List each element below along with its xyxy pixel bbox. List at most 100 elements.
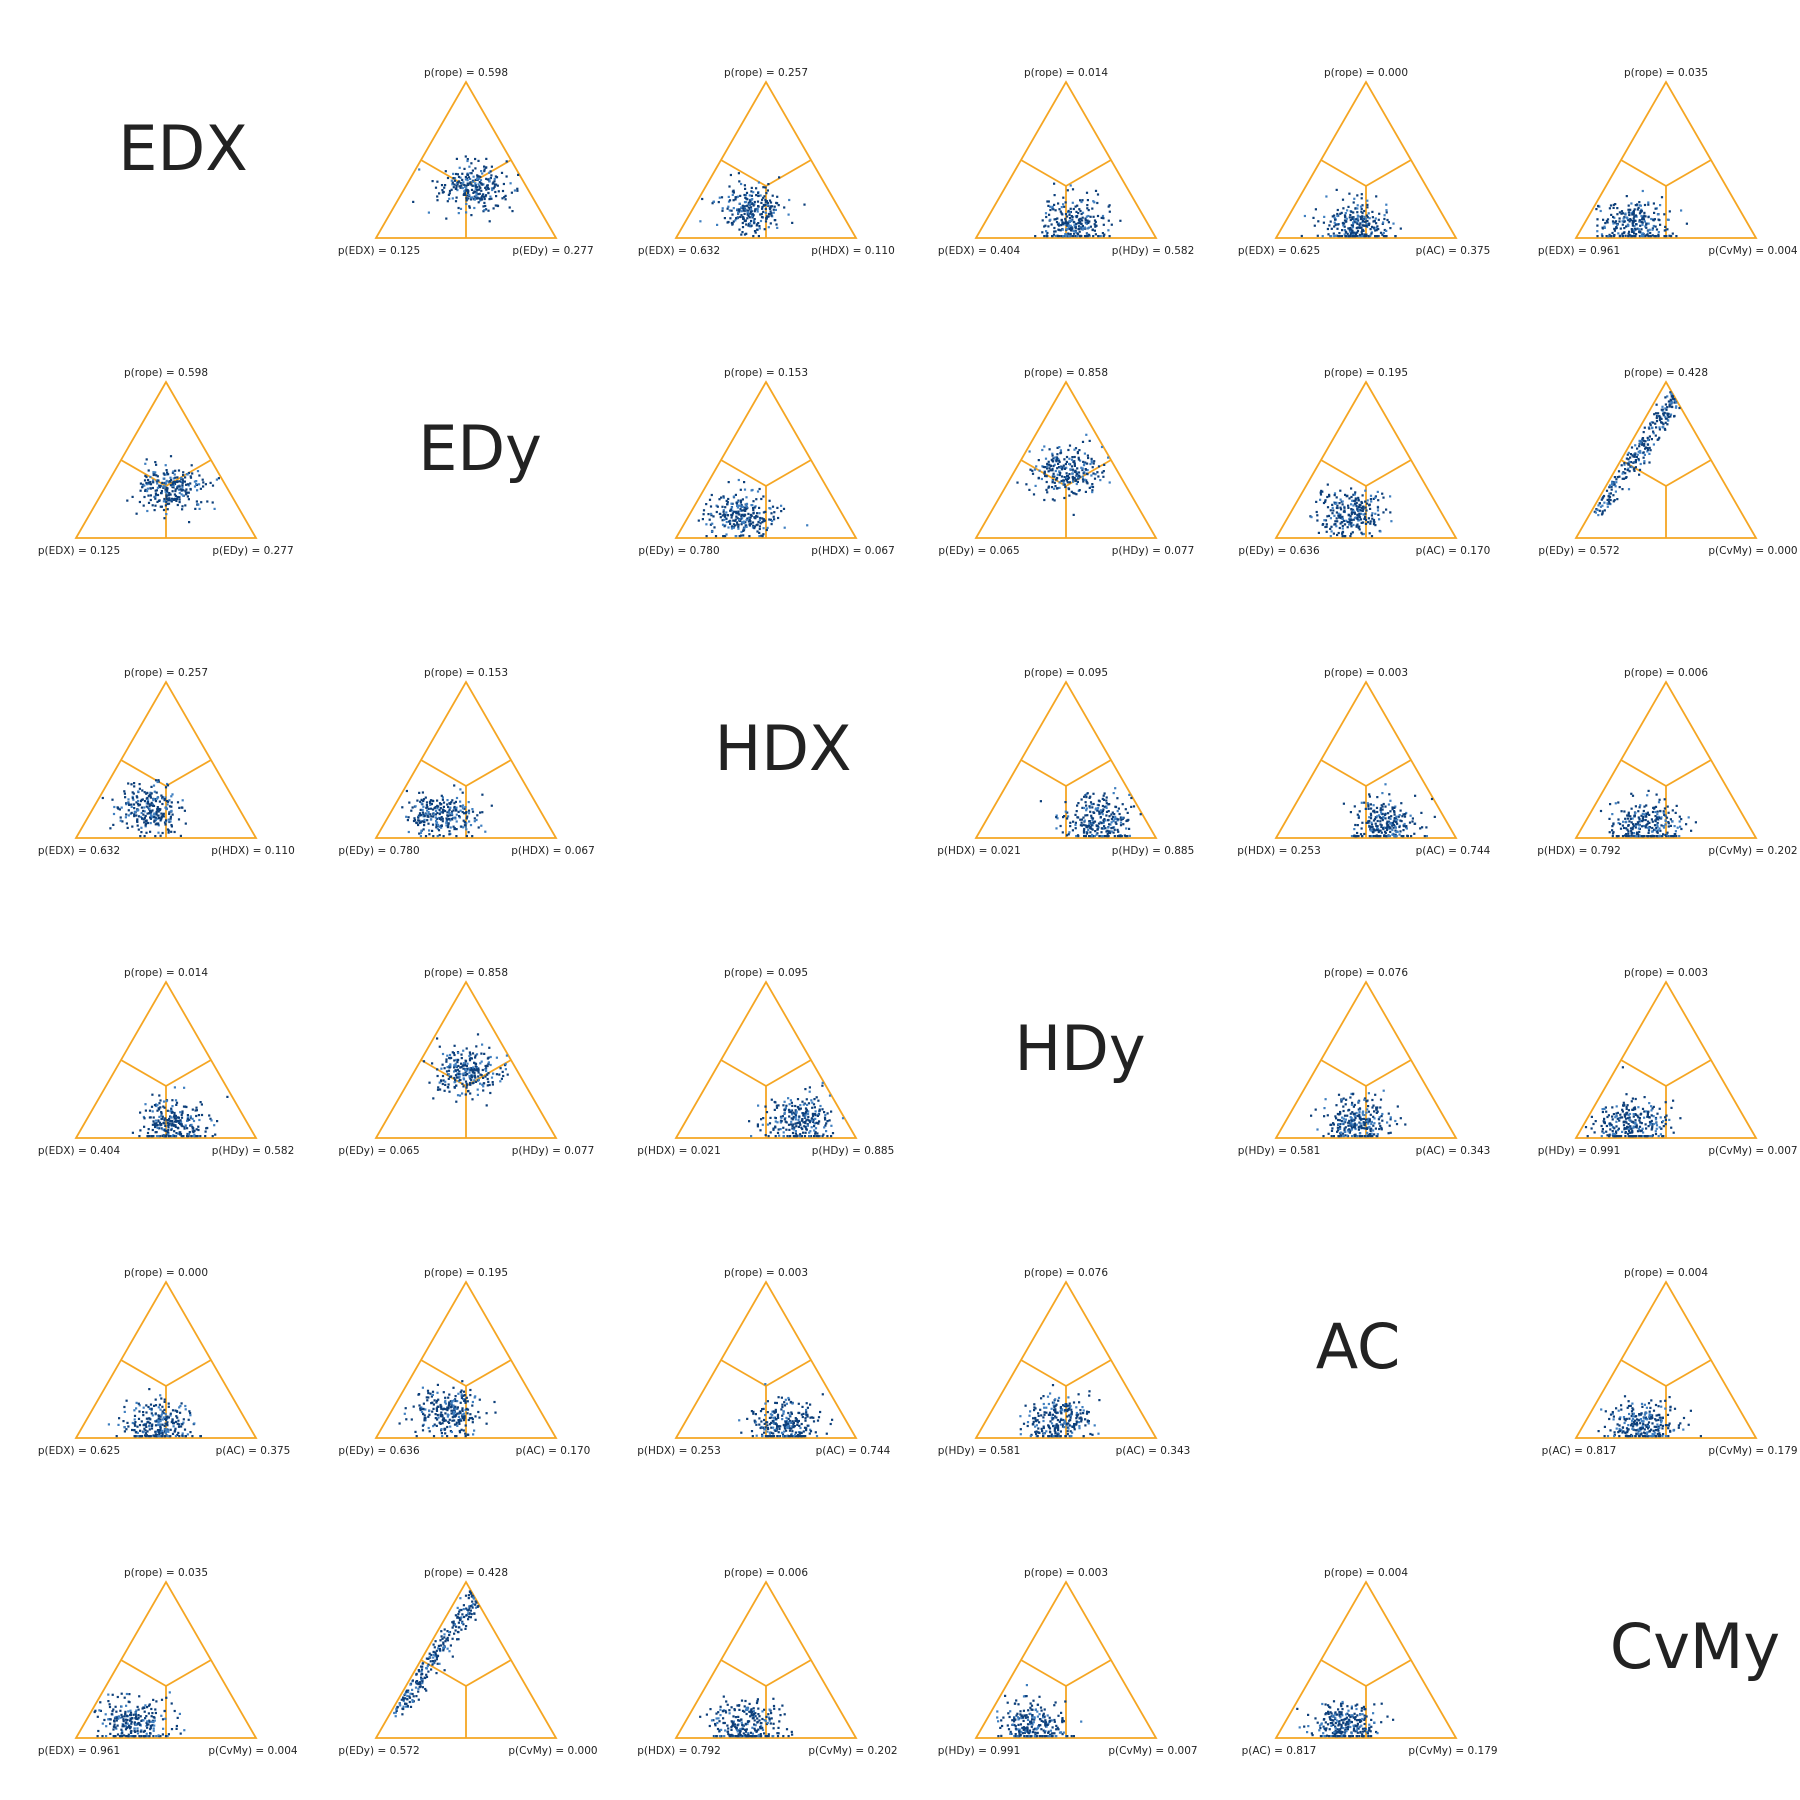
sample-point: [1628, 233, 1631, 237]
sample-point: [1656, 813, 1659, 816]
sample-point: [174, 1124, 177, 1127]
sample-point: [1383, 813, 1387, 817]
sample-point: [1346, 494, 1349, 497]
sample-point: [1374, 495, 1377, 498]
sample-point: [1081, 228, 1084, 231]
sample-point: [1087, 214, 1090, 218]
sample-point: [1638, 212, 1642, 215]
sample-point: [462, 1074, 465, 1077]
sample-point: [186, 1127, 189, 1130]
sample-point: [128, 803, 131, 806]
sample-point: [1641, 443, 1644, 446]
sample-point: [1086, 199, 1089, 202]
sample-point: [1634, 811, 1637, 815]
sample-point: [1094, 233, 1097, 236]
sample-point: [1370, 535, 1374, 538]
sample-point: [135, 512, 138, 515]
sample-point: [487, 1061, 490, 1064]
sample-point: [1062, 235, 1065, 238]
label-p-left: p(HDX) = 0.021: [637, 1145, 721, 1157]
sample-point: [438, 1081, 441, 1084]
sample-point: [1615, 835, 1619, 838]
sample-point: [1674, 811, 1677, 814]
sample-point: [1073, 477, 1076, 480]
sample-point: [151, 803, 154, 806]
sample-point: [440, 816, 443, 819]
sample-point: [465, 211, 468, 214]
sample-point: [1637, 228, 1640, 231]
sample-point: [1641, 232, 1644, 235]
sample-point: [186, 1118, 189, 1121]
sample-point: [475, 194, 478, 197]
sample-point: [455, 806, 458, 809]
sample-point: [1081, 227, 1084, 230]
label-p-rope: p(rope) = 0.000: [1324, 67, 1408, 79]
sample-point: [1043, 225, 1046, 228]
sample-point: [1107, 205, 1110, 208]
sample-point: [487, 1062, 490, 1065]
sample-point: [724, 513, 727, 517]
sample-point: [806, 1123, 809, 1126]
sample-point: [1670, 835, 1673, 838]
sample-point: [739, 215, 742, 219]
sample-point: [814, 1127, 818, 1130]
sample-point: [475, 191, 478, 194]
sample-point: [505, 160, 508, 163]
sample-point: [1096, 807, 1099, 810]
sample-point: [1621, 220, 1624, 223]
sample-point: [1629, 827, 1633, 830]
sample-point: [447, 1073, 450, 1076]
sample-point: [758, 512, 761, 515]
sample-point: [1336, 212, 1339, 216]
sample-point: [1593, 510, 1596, 513]
sample-point: [814, 1132, 817, 1135]
sample-point: [474, 184, 477, 187]
sample-point: [459, 207, 463, 210]
sample-point: [168, 799, 171, 802]
sample-point: [764, 1134, 767, 1137]
sample-point: [425, 803, 428, 807]
sample-point: [1075, 810, 1078, 813]
sample-point: [1399, 830, 1402, 833]
sample-point: [1049, 208, 1052, 212]
sample-point: [1359, 833, 1363, 836]
sample-point: [1084, 835, 1087, 838]
sample-point: [458, 1094, 462, 1097]
sample-point: [1322, 221, 1325, 224]
sample-point: [1625, 476, 1628, 479]
sample-point: [1642, 235, 1645, 238]
sample-point: [803, 1116, 807, 1119]
sample-point: [1085, 809, 1088, 812]
sample-point: [1420, 811, 1423, 814]
sample-point: [174, 1114, 177, 1117]
sample-point: [1644, 825, 1647, 828]
sample-point: [1326, 495, 1329, 499]
sample-point: [740, 499, 743, 502]
posterior-samples: [1034, 182, 1122, 238]
sample-point: [1385, 508, 1388, 511]
sample-point: [1391, 822, 1394, 825]
sample-point: [1384, 830, 1387, 833]
sample-point: [755, 194, 758, 197]
sample-point: [1669, 398, 1672, 401]
sample-point: [1300, 234, 1303, 238]
sample-point: [448, 812, 451, 815]
sample-point: [814, 1110, 817, 1113]
sample-point: [778, 176, 781, 179]
sample-point: [1393, 813, 1396, 816]
sample-point: [422, 1060, 426, 1063]
sample-point: [446, 814, 449, 817]
sample-point: [743, 212, 746, 215]
sample-point: [469, 172, 472, 175]
sample-point: [1041, 465, 1044, 468]
sample-point: [446, 200, 449, 203]
region-divider: [1365, 759, 1412, 787]
sample-point: [1638, 473, 1641, 476]
sample-point: [147, 1128, 150, 1131]
sample-point: [742, 209, 745, 212]
sample-point: [459, 1066, 462, 1069]
sample-point: [789, 1135, 792, 1138]
sample-point: [1057, 462, 1060, 465]
sample-point: [441, 817, 444, 820]
